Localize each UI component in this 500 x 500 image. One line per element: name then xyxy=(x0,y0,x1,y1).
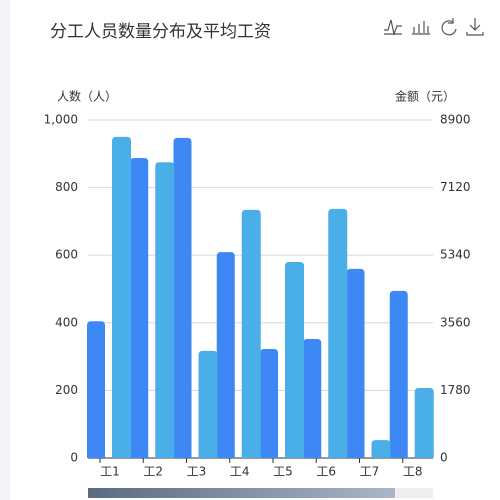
bar xyxy=(346,268,365,458)
bar xyxy=(328,208,348,458)
zoom-handle[interactable] xyxy=(88,488,395,498)
bar xyxy=(198,350,218,458)
x-tick-label: 工6 xyxy=(316,465,336,479)
y-tick-label: 400 xyxy=(55,315,78,329)
y2-tick-label: 8900 xyxy=(440,113,471,127)
bar xyxy=(112,136,131,458)
toolbox[interactable] xyxy=(384,18,484,37)
chart-title: 分工人员数量分布及平均工资 xyxy=(50,22,271,42)
restore-icon[interactable] xyxy=(441,18,457,36)
bar xyxy=(303,338,322,458)
x-tick-label: 工1 xyxy=(100,465,120,479)
x-tick-label: 工4 xyxy=(230,465,250,479)
bar xyxy=(241,209,261,458)
bar xyxy=(173,137,192,459)
bar xyxy=(371,440,391,458)
bar xyxy=(260,349,278,458)
bar xyxy=(414,388,434,458)
bar xyxy=(389,290,408,458)
x-tick-label: 工2 xyxy=(143,465,163,479)
x-tick-label: 工8 xyxy=(403,465,423,479)
y2-axis-title: 金额（元） xyxy=(395,89,455,104)
bar xyxy=(155,162,175,458)
y2-tick-label: 3560 xyxy=(440,315,471,329)
x-tick-label: 工5 xyxy=(273,465,293,479)
y-tick-label: 800 xyxy=(55,180,78,194)
line-icon[interactable] xyxy=(384,19,402,37)
y2-tick-label: 0 xyxy=(440,451,448,465)
bar xyxy=(285,261,304,458)
x-tick-label: 工7 xyxy=(360,465,380,479)
y-tick-label: 200 xyxy=(55,383,78,397)
bar xyxy=(216,252,235,458)
y-tick-label: 1,000 xyxy=(44,113,78,127)
bar-icon[interactable] xyxy=(412,21,430,35)
bar xyxy=(87,321,105,458)
x-tick-label: 工3 xyxy=(187,465,207,479)
y2-tick-label: 1780 xyxy=(440,383,471,397)
y-axis-title: 人数（人） xyxy=(57,89,117,104)
y2-tick-label: 7120 xyxy=(440,180,471,194)
y-tick-label: 0 xyxy=(70,451,78,465)
y-tick-label: 600 xyxy=(55,248,78,262)
y2-tick-label: 5340 xyxy=(440,248,471,262)
bar xyxy=(130,157,149,458)
side-strip xyxy=(0,0,10,500)
save-icon[interactable] xyxy=(466,18,484,36)
